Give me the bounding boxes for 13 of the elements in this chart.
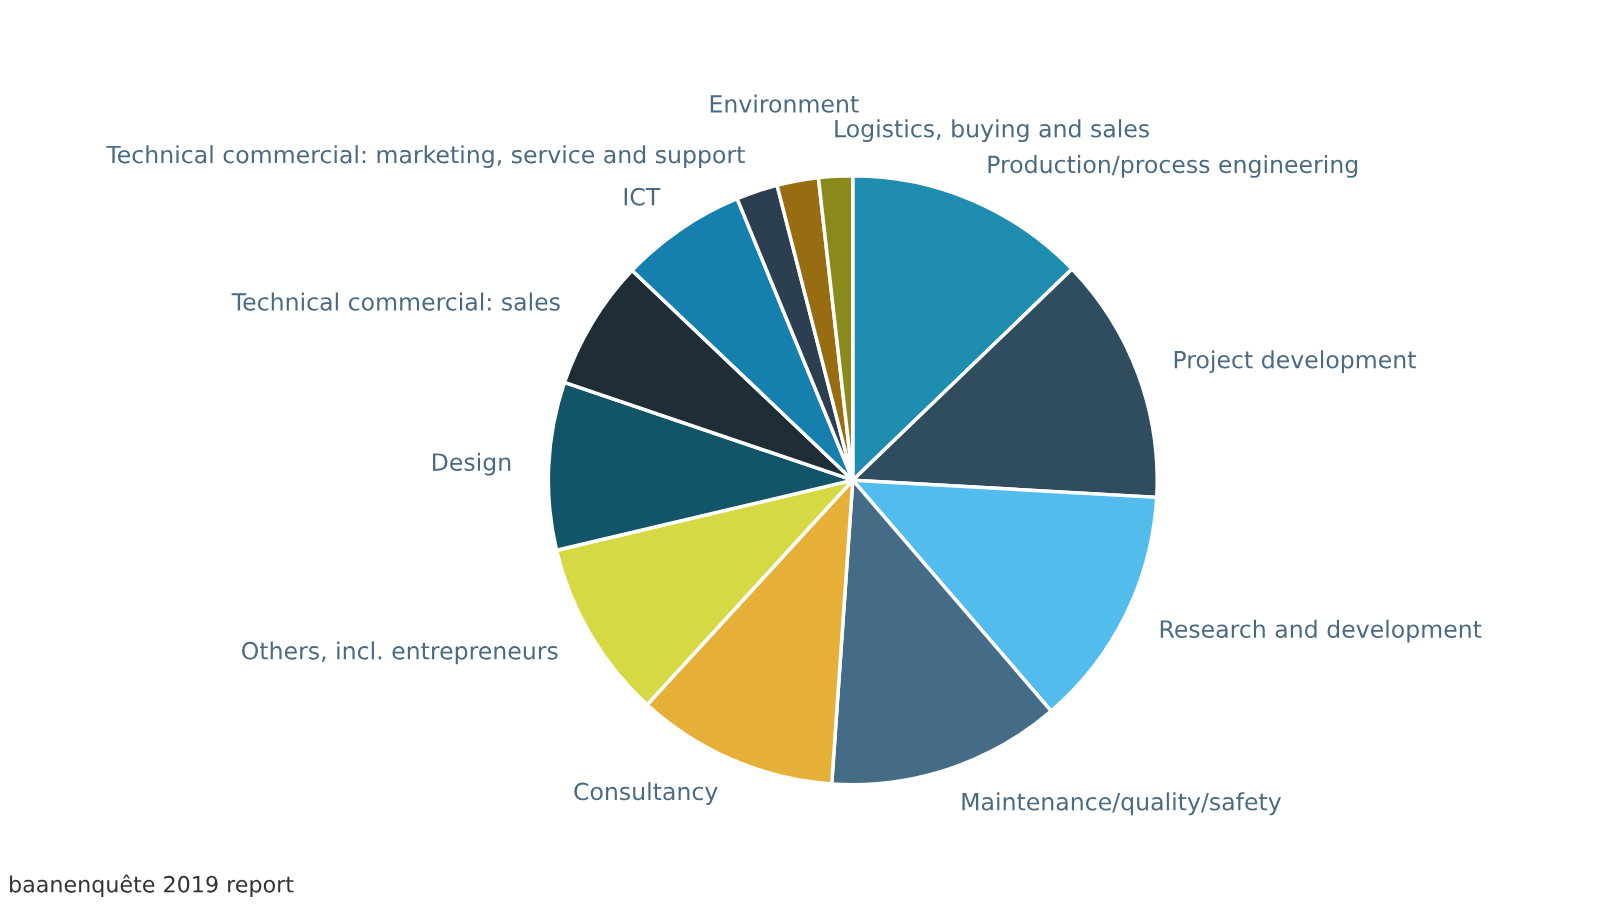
slice-label: Consultancy xyxy=(574,782,718,805)
slice-label: Project development xyxy=(1174,350,1416,374)
slice-label: Research and development xyxy=(1160,619,1482,643)
slice-label: Technical commercial: marketing, service and support xyxy=(106,145,745,169)
slice-label: Others, incl. entrepreneurs xyxy=(242,641,558,665)
slice-label: ICT xyxy=(624,187,661,206)
text: baanenquête 2019 report xyxy=(10,874,294,897)
slice-label: Production/process engineering xyxy=(988,155,1358,178)
slice-label: Environment xyxy=(710,94,859,113)
slice-label: Maintenance/quality/safety xyxy=(962,792,1282,816)
slice-label: Design xyxy=(433,452,511,476)
slice-label: Technical commercial: sales xyxy=(231,292,560,311)
slice-label: Logistics, buying and sales xyxy=(835,119,1149,143)
